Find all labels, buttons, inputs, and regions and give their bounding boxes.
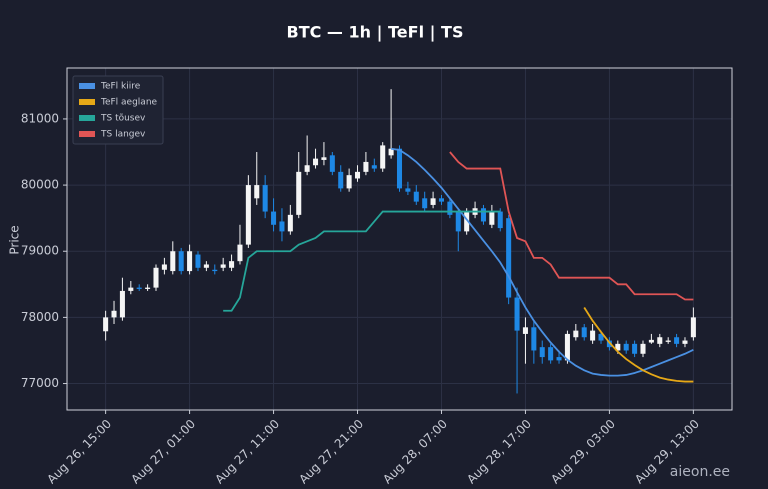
candle-body <box>665 340 671 342</box>
candle-body <box>657 337 663 344</box>
candle-body <box>287 214 293 232</box>
candle-body <box>573 330 579 338</box>
candle-body <box>480 208 486 222</box>
candle-body <box>220 264 226 268</box>
candle-body <box>195 254 201 268</box>
candle-body <box>405 188 411 192</box>
candle-body <box>145 287 151 289</box>
candle-body <box>363 161 369 172</box>
y-tick-label: 80000 <box>21 178 59 192</box>
candle-body <box>212 269 218 272</box>
plot-frame <box>66 67 733 411</box>
legend-swatch <box>79 131 95 137</box>
series-line <box>223 210 501 312</box>
candle-body <box>388 148 394 156</box>
candle-body <box>304 165 310 172</box>
candle-body <box>254 185 260 199</box>
candle-body <box>338 171 344 189</box>
y-axis-label: Price <box>8 225 22 254</box>
candle-body <box>187 251 193 272</box>
candle-body <box>229 261 235 268</box>
candle-body <box>329 155 335 172</box>
candle-body <box>447 201 453 215</box>
candle-body <box>279 221 285 232</box>
legend-label: TeFl kiire <box>100 82 141 92</box>
candle-body <box>313 158 319 166</box>
legend-swatch <box>79 99 95 105</box>
series-line <box>449 151 694 301</box>
y-tick-label: 79000 <box>21 244 59 258</box>
candle-body <box>430 198 436 205</box>
candle-body <box>380 145 386 169</box>
candle-body <box>556 357 562 361</box>
candle-body <box>354 171 361 179</box>
candle-body <box>464 211 470 232</box>
candle-body <box>497 211 503 229</box>
candle-body <box>539 347 545 358</box>
candle-body <box>506 218 512 298</box>
candle-body <box>103 317 109 332</box>
candle-body <box>346 175 352 189</box>
legend-label: TS tõusev <box>100 114 146 124</box>
candle-body <box>632 343 638 354</box>
candle-body <box>514 297 520 331</box>
legend-swatch <box>79 115 95 121</box>
candle-body <box>136 287 142 289</box>
candle-body <box>674 337 680 344</box>
y-tick-label: 81000 <box>21 111 59 125</box>
candle-body <box>371 165 377 169</box>
legend-box <box>72 75 164 145</box>
candle-body <box>531 327 537 351</box>
candle-body <box>598 333 604 341</box>
candle-body <box>615 343 621 351</box>
y-tick-label: 77000 <box>21 376 59 390</box>
candle-body <box>245 185 251 245</box>
candle-body <box>111 310 117 318</box>
candle-body <box>682 340 688 344</box>
candle-body <box>161 264 167 270</box>
candle-body <box>271 211 277 225</box>
y-tick-label: 78000 <box>21 310 59 324</box>
candle-body <box>590 330 596 341</box>
candle-body <box>396 148 403 189</box>
candle-body <box>438 198 445 202</box>
candle-body <box>413 191 419 202</box>
candle-body <box>648 339 654 343</box>
candle-body <box>422 198 428 209</box>
chart-title: BTC — 1h | TeFl | TS <box>287 23 464 43</box>
candle-body <box>564 333 570 361</box>
candle-body <box>321 157 327 160</box>
series-line <box>583 306 694 383</box>
candle-body <box>522 327 528 334</box>
candle-body <box>640 343 646 354</box>
legend-label: TeFl aeglane <box>100 98 158 108</box>
legend-swatch <box>79 83 95 89</box>
candle-body <box>623 343 629 351</box>
candle-body <box>581 327 587 338</box>
candle-body <box>170 251 176 272</box>
candle-body <box>690 317 696 338</box>
candle-body <box>489 211 495 225</box>
candle-body <box>262 185 268 212</box>
candle-body <box>203 264 209 268</box>
candle-body <box>548 347 554 361</box>
candle-body <box>128 287 134 291</box>
candle-body <box>119 290 125 318</box>
legend-label: TS langev <box>100 130 146 140</box>
candle-body <box>153 267 159 288</box>
candle-body <box>455 211 461 232</box>
candle-body <box>296 171 302 215</box>
candle-body <box>178 251 184 272</box>
watermark: aieon.ee <box>670 464 730 480</box>
candle-body <box>237 244 243 262</box>
